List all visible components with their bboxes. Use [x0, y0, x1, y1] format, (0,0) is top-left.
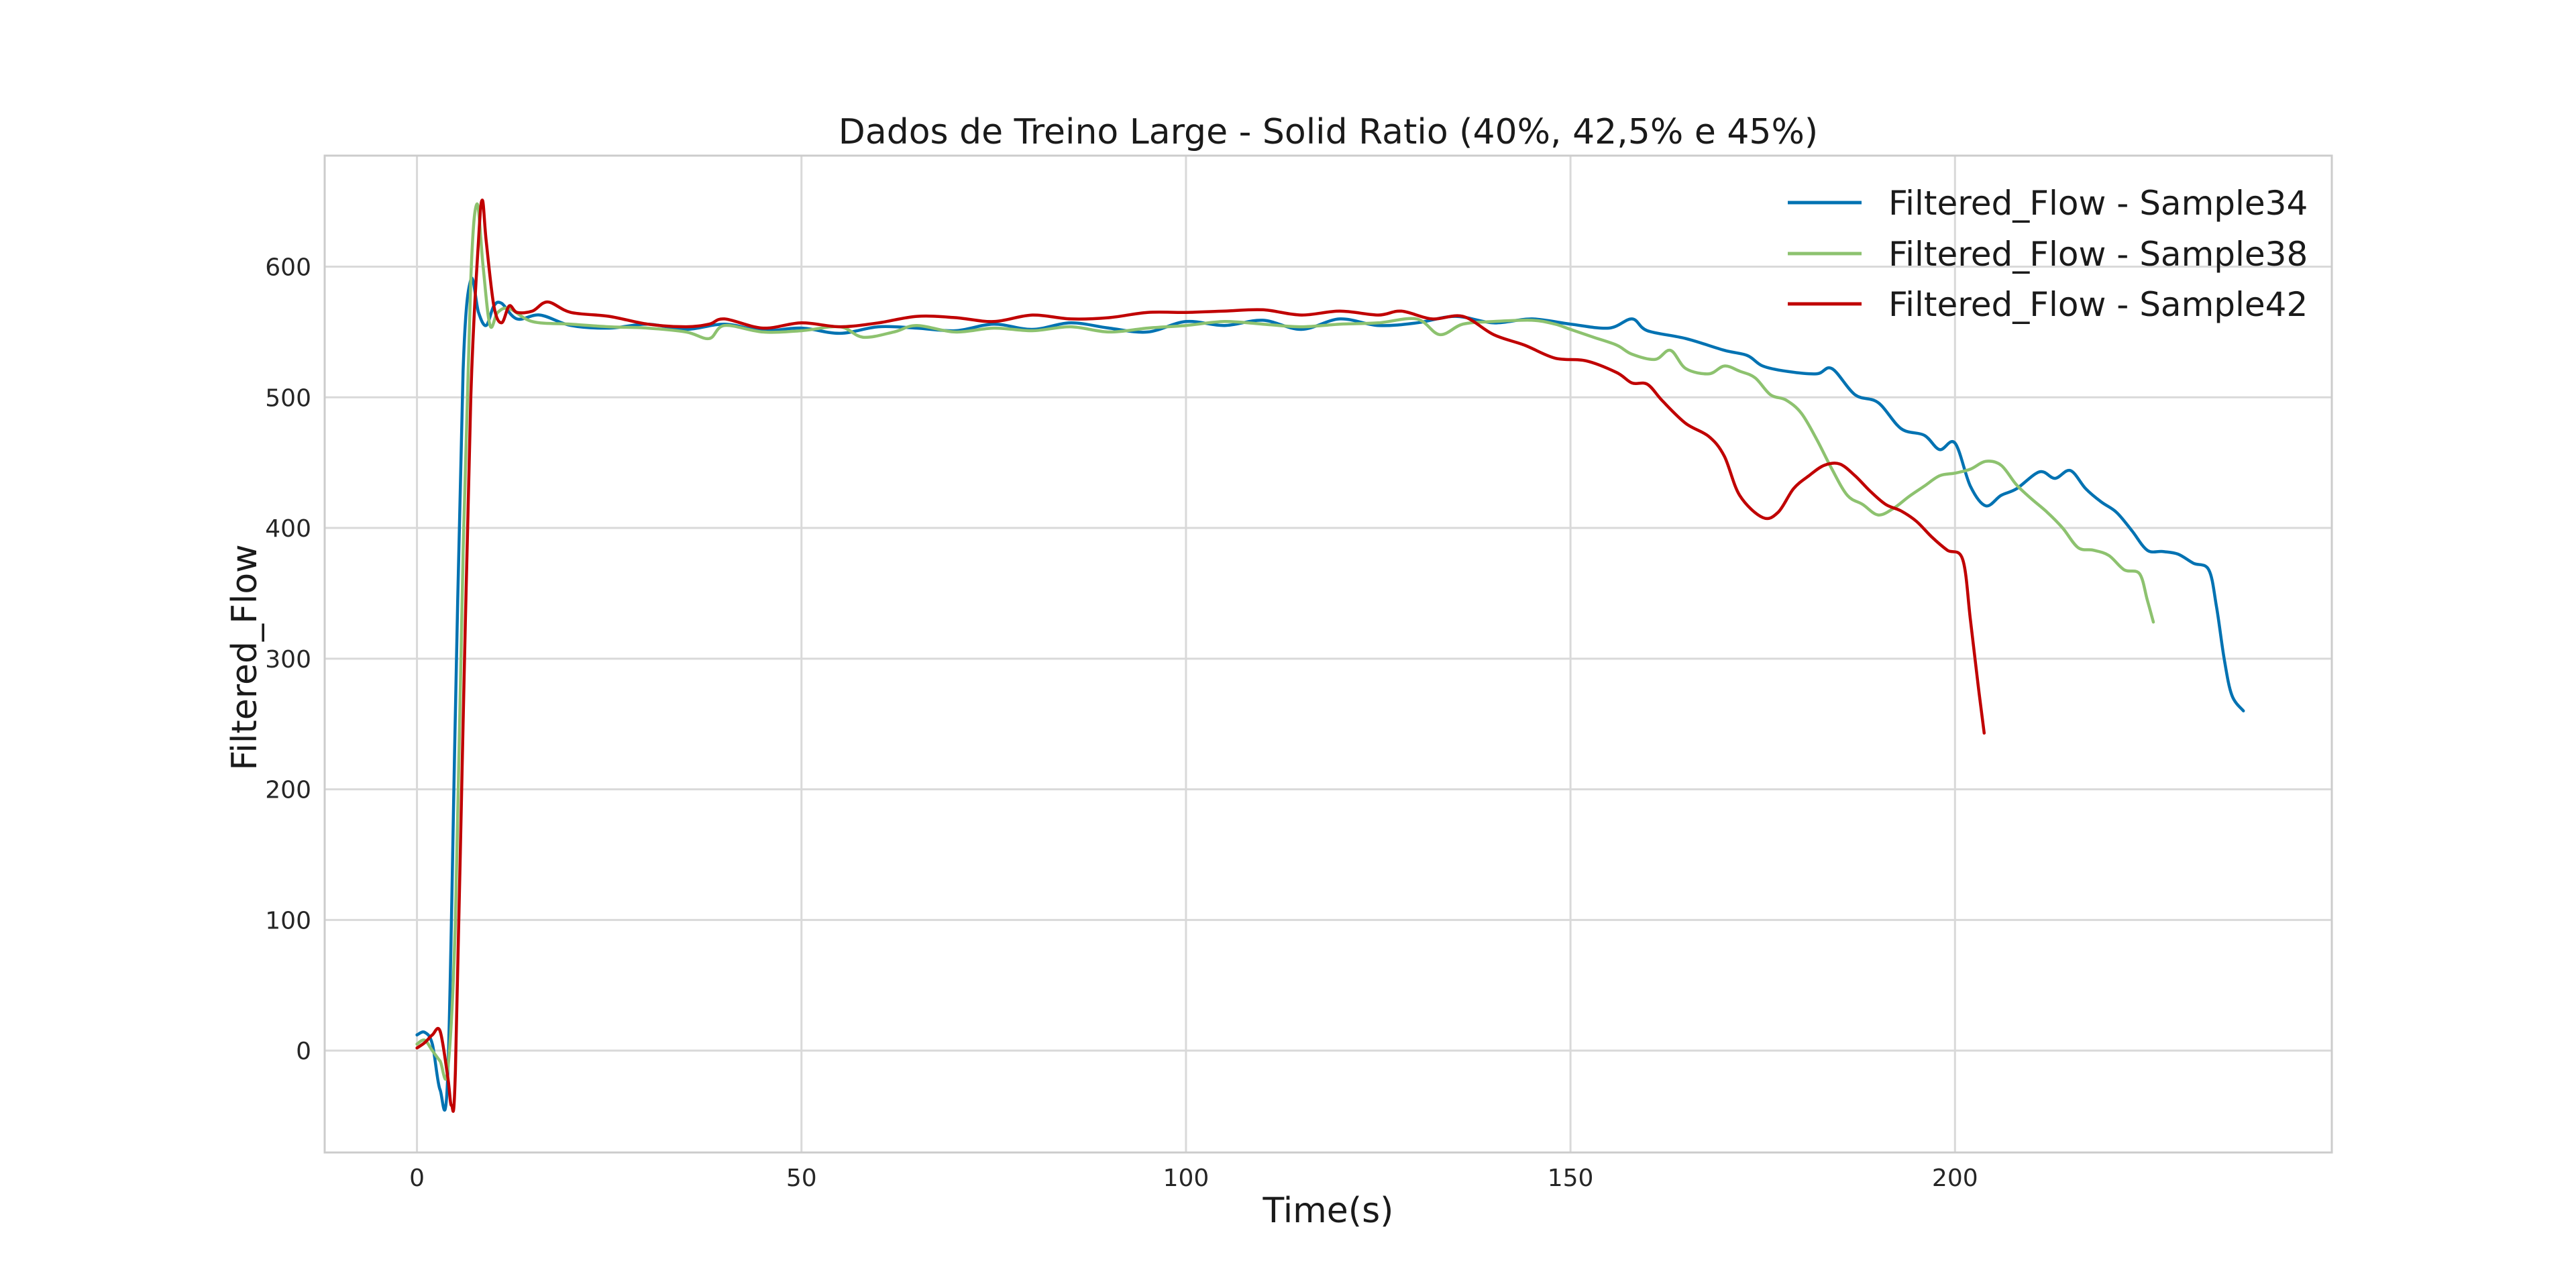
y-axis-label: Filtered_Flow: [225, 544, 265, 770]
series-line-sample42: [415, 198, 1986, 1113]
y-tick-label: 500: [265, 384, 311, 412]
series-line-sample34: [415, 276, 2245, 1112]
legend: Filtered_Flow - Sample34 Filtered_Flow -…: [1788, 184, 2308, 324]
plot-frame: [323, 154, 2333, 1154]
x-tick-label: 50: [786, 1165, 817, 1192]
y-tick-label: 200: [265, 777, 311, 804]
y-tick-label: 100: [265, 907, 311, 934]
x-tick-label: 100: [1163, 1165, 1210, 1192]
legend-label-sample34: Filtered_Flow - Sample34: [1888, 184, 2308, 223]
y-tick-label: 400: [265, 515, 311, 543]
legend-label-sample38: Filtered_Flow - Sample38: [1888, 235, 2308, 274]
series-line-sample38: [415, 202, 2155, 1081]
y-tick-label: 0: [296, 1038, 311, 1065]
series-layer: [415, 198, 2245, 1113]
x-tick-label: 0: [409, 1165, 425, 1192]
x-tick-label: 150: [1548, 1165, 1594, 1192]
y-tick-label: 300: [265, 646, 311, 674]
tick-labels: 0 50 100 150 200 0 100 200 300 400 500 600: [265, 254, 1978, 1192]
x-tick-label: 200: [1932, 1165, 1978, 1192]
x-axis-label: Time(s): [1263, 1191, 1394, 1231]
y-tick-label: 600: [265, 254, 311, 282]
chart-title: Dados de Treino Large - Solid Ratio (40%…: [839, 112, 1818, 152]
legend-label-sample42: Filtered_Flow - Sample42: [1888, 285, 2308, 324]
